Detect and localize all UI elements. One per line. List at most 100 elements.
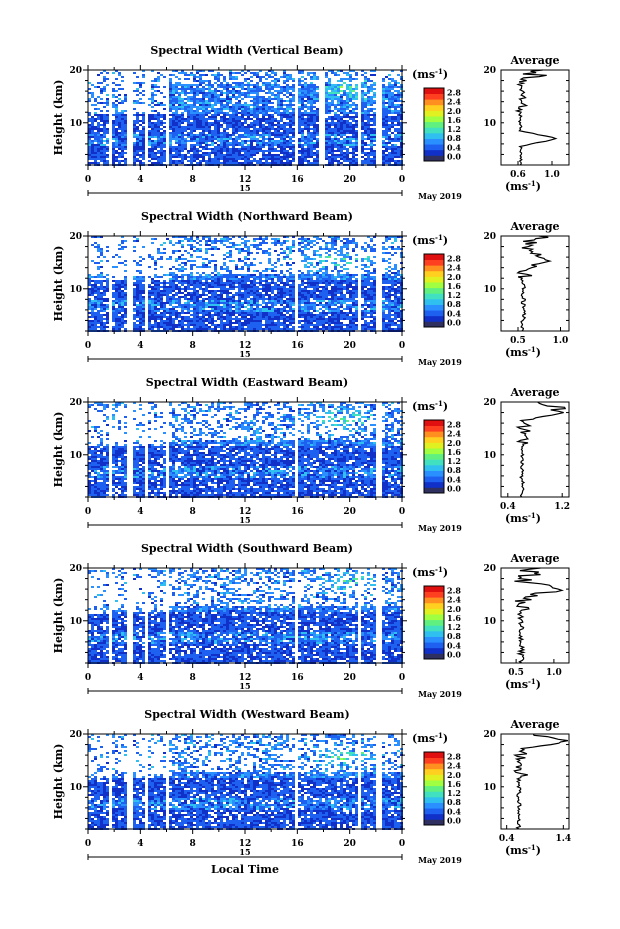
colorbar-swatch <box>424 591 444 598</box>
colorbar-swatch <box>424 774 444 781</box>
colorbar-tick-label: 2.8 <box>447 586 461 596</box>
average-y-tick-label: 10 <box>483 783 496 793</box>
y-axis-label: Height (km) <box>52 744 65 820</box>
heatmap-cells <box>88 568 403 664</box>
colorbar-tick-label: 0.0 <box>447 483 461 493</box>
average-frame <box>500 401 570 498</box>
x-tick-label: 20 <box>343 673 356 683</box>
colorbar-tick-label: 2.4 <box>447 429 461 439</box>
colorbar-swatch <box>424 763 444 770</box>
colorbar-units-exp: -1 <box>435 565 443 574</box>
average-title: Average <box>509 718 559 731</box>
colorbar-swatch <box>424 791 444 798</box>
colorbar-tick-label: 1.6 <box>447 613 461 623</box>
x-tick-label: 12 <box>239 673 252 683</box>
heatmap-cells <box>88 734 403 830</box>
colorbar-swatch <box>424 436 444 443</box>
colorbar-tick-label: 0.8 <box>447 133 461 143</box>
colorbar-swatch <box>424 448 444 455</box>
colorbar-swatch <box>424 752 444 759</box>
colorbar-swatch <box>424 476 444 483</box>
colorbar-tick-label: 0.8 <box>447 465 461 475</box>
colorbar-tick-label: 0.4 <box>447 640 461 650</box>
average-units: (ms-1) <box>505 677 541 691</box>
colorbar-tick-label: 0.4 <box>447 806 461 816</box>
colorbar-swatch <box>424 642 444 649</box>
colorbar-frame <box>423 751 445 826</box>
colorbar-swatch <box>424 110 444 117</box>
y-axis-label: Height (km) <box>52 578 65 654</box>
average-profile-line <box>514 567 565 664</box>
colorbar-tick-label: 2.8 <box>447 254 461 264</box>
colorbar-tick-label: 1.2 <box>447 456 461 466</box>
colorbar-swatch <box>424 608 444 615</box>
average-y-tick-label: 20 <box>483 232 496 242</box>
colorbar-tick-label: 1.2 <box>447 124 461 134</box>
colorbar-swatch <box>424 104 444 111</box>
colorbar-swatch <box>424 265 444 272</box>
x-tick-label: 4 <box>137 839 143 849</box>
colorbar-swatch <box>424 768 444 775</box>
average-y-tick-label: 10 <box>483 617 496 627</box>
colorbar-tick-label: 2.4 <box>447 263 461 273</box>
x-tick-label: 12 <box>239 839 252 849</box>
colorbar-swatch <box>424 304 444 311</box>
colorbar-swatch <box>424 254 444 261</box>
x-tick-label: 0 <box>85 673 91 683</box>
colorbar-units: (ms-1) <box>412 399 448 413</box>
average-x-tick-label: 1.0 <box>546 668 562 678</box>
y-tick-label: 20 <box>69 730 82 740</box>
colorbar-swatch <box>424 88 444 95</box>
date-label: May 2019 <box>418 191 462 201</box>
colorbar-swatch <box>424 442 444 449</box>
colorbar-swatch <box>424 796 444 803</box>
colorbar-units: (ms-1) <box>412 565 448 579</box>
y-tick-label: 10 <box>69 119 82 129</box>
x-tick-label: 8 <box>190 839 196 849</box>
day-label: 15 <box>239 183 250 193</box>
x-tick-label: 8 <box>190 507 196 517</box>
colorbar-swatch <box>424 420 444 427</box>
colorbar-swatch <box>424 625 444 632</box>
colorbar-tick-label: 0.8 <box>447 299 461 309</box>
colorbar-tick-label: 0.8 <box>447 797 461 807</box>
colorbar-swatch <box>424 315 444 322</box>
x-tick-label: 0 <box>85 175 91 185</box>
y-tick-label: 20 <box>69 66 82 76</box>
average-units: (ms-1) <box>505 843 541 857</box>
x-tick-label: 16 <box>291 673 304 683</box>
average-x-tick-label: 0.4 <box>500 502 516 512</box>
colorbar-swatch <box>424 259 444 266</box>
x-tick-label: 4 <box>137 341 143 351</box>
panel-3: Spectral Width (Southward Beam) 10 20 Heigh… <box>52 542 570 699</box>
panel-4: Spectral Width (Westward Beam) 10 20 Height… <box>52 708 571 865</box>
average-x-tick-label: 0.4 <box>499 834 515 844</box>
date-label: May 2019 <box>418 855 462 865</box>
average-x-tick-label: 1.2 <box>554 502 570 512</box>
colorbar-swatch <box>424 287 444 294</box>
colorbar-swatch <box>424 298 444 305</box>
average-x-tick-label: 1.4 <box>555 834 571 844</box>
colorbar-swatch <box>424 636 444 643</box>
colorbar-tick-label: 1.6 <box>447 779 461 789</box>
colorbar-units-exp: -1 <box>435 67 443 76</box>
panel-title: Spectral Width (Eastward Beam) <box>146 376 348 389</box>
colorbar-swatch <box>424 270 444 277</box>
colorbar-swatch <box>424 597 444 604</box>
average-profile-line <box>514 69 558 166</box>
y-tick-label: 10 <box>69 285 82 295</box>
y-tick-label: 10 <box>69 451 82 461</box>
colorbar-swatch <box>424 431 444 438</box>
colorbar-tick-label: 2.0 <box>447 770 461 780</box>
colorbar-tick-label: 2.8 <box>447 752 461 762</box>
average-title: Average <box>509 220 559 233</box>
colorbar-swatch <box>424 453 444 460</box>
x-tick-label: 12 <box>239 507 252 517</box>
colorbar-tick-label: 0.4 <box>447 142 461 152</box>
colorbar-tick-label: 2.0 <box>447 438 461 448</box>
heatmap-cells <box>88 402 403 498</box>
average-y-tick-label: 20 <box>483 730 496 740</box>
x-tick-label: 4 <box>137 175 143 185</box>
average-x-tick-label: 1.0 <box>544 170 560 180</box>
